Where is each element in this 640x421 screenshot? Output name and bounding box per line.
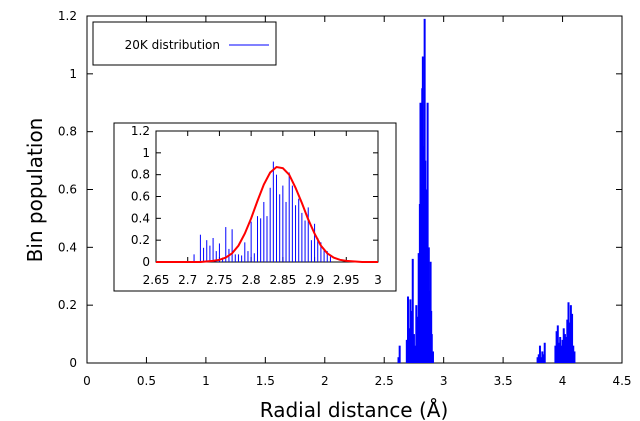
inset-y-tick-label: 0 bbox=[142, 255, 150, 269]
main-y-tick-label: 1 bbox=[69, 67, 77, 81]
main-x-tick-label: 1.5 bbox=[256, 374, 275, 388]
legend-box bbox=[92, 21, 277, 66]
main-x-tick-label: 1 bbox=[202, 374, 210, 388]
main-bars bbox=[397, 18, 576, 363]
main-x-tick-label: 4.5 bbox=[612, 374, 631, 388]
inset-bars bbox=[193, 161, 331, 262]
inset-x-tick-label: 2.95 bbox=[333, 273, 360, 287]
inset-x-tick-label: 2.65 bbox=[143, 273, 170, 287]
x-axis-title: Radial distance (Å) bbox=[260, 398, 449, 421]
inset-x-tick-label: 3 bbox=[374, 273, 382, 287]
main-x-tick-labels: 0 0.5 1 1.5 2 2.5 3 3.5 4 4.5 bbox=[83, 374, 631, 388]
inset-y-tick-label: 0.2 bbox=[131, 233, 150, 247]
main-y-tick-label: 0.6 bbox=[58, 183, 77, 197]
legend: 20K distribution bbox=[92, 21, 277, 66]
inset-y-tick-label: 1.2 bbox=[131, 124, 150, 138]
main-x-tick-label: 3 bbox=[440, 374, 448, 388]
main-x-tick-label: 3.5 bbox=[494, 374, 513, 388]
main-x-tick-label: 0 bbox=[83, 374, 91, 388]
inset-fit-curve bbox=[156, 165, 378, 263]
main-y-tick-label: 0.2 bbox=[58, 298, 77, 312]
inset-x-tick-label: 2.7 bbox=[178, 273, 197, 287]
inset-y-tick-labels: 0 0.2 0.4 0.6 0.8 1 1.2 bbox=[131, 124, 150, 269]
legend-label: 20K distribution bbox=[125, 38, 220, 52]
inset-x-tick-label: 2.85 bbox=[269, 273, 296, 287]
inset-x-tick-label: 2.9 bbox=[305, 273, 324, 287]
y-axis-title: Bin population bbox=[23, 118, 47, 263]
inset-x-tick-labels: 2.65 2.7 2.75 2.8 2.85 2.9 2.95 3 bbox=[143, 273, 382, 287]
main-y-tick-labels: 0 0.2 0.4 0.6 0.8 1 1.2 bbox=[58, 9, 77, 370]
main-x-tick-label: 2.5 bbox=[375, 374, 394, 388]
inset-x-tick-label: 2.8 bbox=[242, 273, 261, 287]
inset-curve bbox=[156, 165, 378, 263]
main-x-tick-label: 0.5 bbox=[137, 374, 156, 388]
inset-y-tick-label: 0.4 bbox=[131, 211, 150, 225]
main-y-tick-label: 0 bbox=[69, 356, 77, 370]
main-x-tick-label: 4 bbox=[559, 374, 567, 388]
inset-y-tick-label: 1 bbox=[142, 146, 150, 160]
inset-y-tick-label: 0.8 bbox=[131, 168, 150, 182]
inset-y-tick-label: 0.6 bbox=[131, 190, 150, 204]
main-y-tick-label: 0.4 bbox=[58, 240, 77, 254]
inset-x-tick-label: 2.75 bbox=[206, 273, 233, 287]
main-y-tick-label: 0.8 bbox=[58, 125, 77, 139]
main-y-tick-label: 1.2 bbox=[58, 9, 77, 23]
main-x-tick-label: 2 bbox=[321, 374, 329, 388]
